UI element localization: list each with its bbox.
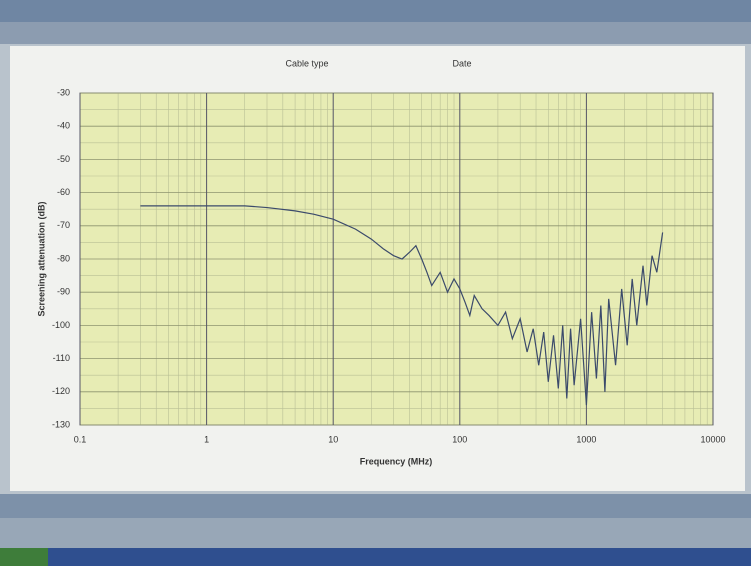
x-tick-label: 10 [328,434,338,444]
x-tick-label: 100 [452,434,467,444]
start-button[interactable] [0,548,48,566]
y-tick-label: -110 [53,353,70,363]
drawing-toolbar [0,518,751,548]
x-axis-label: Frequency (MHz) [360,456,433,466]
x-tick-label: 1 [204,434,209,444]
annotation: Cable type [285,58,328,68]
y-tick-label: -60 [57,187,70,197]
y-tick-label: -120 [52,386,70,396]
x-tick-label: 1000 [576,434,596,444]
sheet-tabs [0,494,751,518]
toolbar [0,0,751,22]
annotation: Date [452,58,471,68]
screen: Cable type Date Frequency (MHz) Screenin… [0,0,751,566]
page: {"chart_data": {"type": "line", "annotat… [0,0,751,566]
y-tick-label: -50 [57,154,70,164]
x-tick-label: 0.1 [74,434,87,444]
grid [80,93,713,425]
formula-bar [0,22,751,44]
y-tick-label: -70 [57,220,70,230]
y-tick-label: -40 [57,121,70,131]
y-tick-label: -130 [52,419,70,429]
y-tick-label: -90 [57,287,70,297]
y-tick-label: -100 [52,320,70,330]
y-tick-label: -30 [57,87,70,97]
y-axis-label: Screening attenuation (dB) [36,201,46,316]
x-tick-label: 10000 [700,434,725,444]
y-tick-label: -80 [57,253,70,263]
taskbar [0,548,751,566]
